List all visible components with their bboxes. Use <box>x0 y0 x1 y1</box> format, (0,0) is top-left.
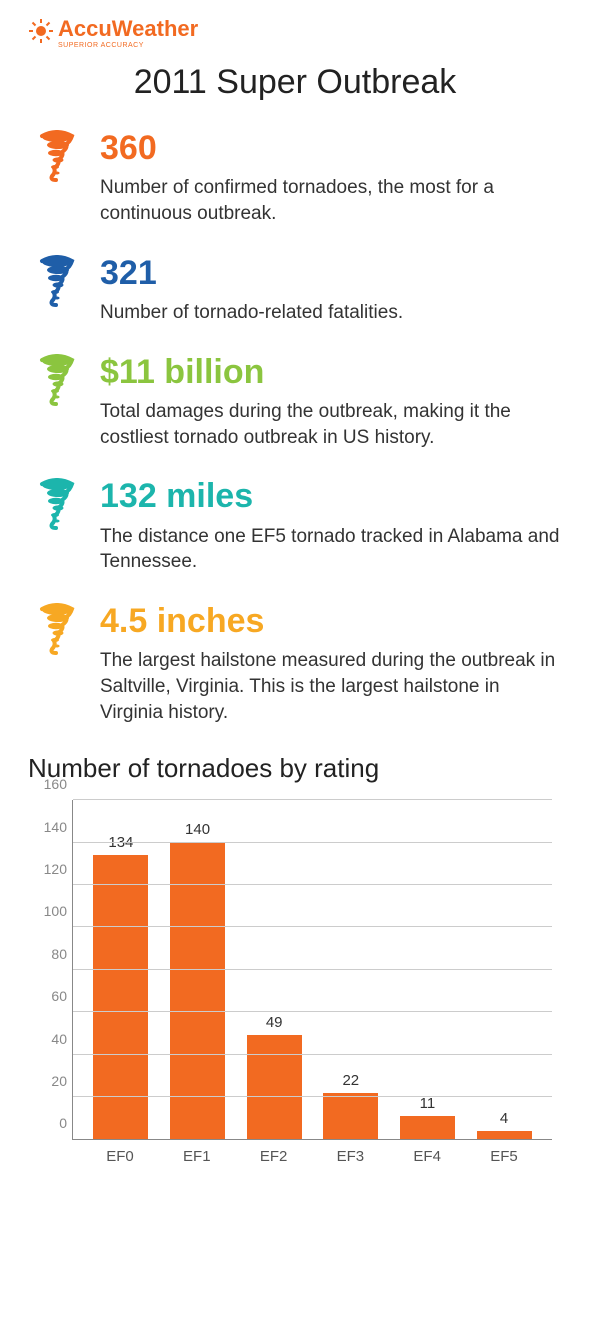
stat-body: 4.5 inches The largest hailstone measure… <box>100 603 562 725</box>
chart-bar: 22 <box>323 1072 378 1140</box>
stat-value: $11 billion <box>100 354 562 391</box>
stat-row: $11 billion Total damages during the out… <box>28 354 562 451</box>
chart-xtick-label: EF4 <box>400 1148 455 1165</box>
stat-value: 360 <box>100 130 562 167</box>
chart-bars: 134 140 49 22 11 4 <box>73 800 552 1139</box>
chart-xtick-label: EF0 <box>92 1148 147 1165</box>
bar-value-label: 11 <box>420 1095 436 1112</box>
sun-icon <box>28 18 54 49</box>
bar-rect <box>400 1116 455 1139</box>
stat-description: Number of tornado-related fatalities. <box>100 300 562 326</box>
page-title: 2011 Super Outbreak <box>28 63 562 102</box>
chart-plot-area: 134 140 49 22 11 4 020406080100120140160 <box>72 800 552 1140</box>
stat-body: $11 billion Total damages during the out… <box>100 354 562 451</box>
bar-value-label: 4 <box>500 1110 508 1127</box>
stat-value: 132 miles <box>100 478 562 515</box>
bar-value-label: 140 <box>185 821 210 838</box>
chart-ytick-label: 120 <box>29 861 67 877</box>
stat-row: 132 miles The distance one EF5 tornado t… <box>28 478 562 575</box>
chart-gridline <box>73 926 552 927</box>
brand-name: AccuWeather <box>58 18 198 40</box>
stat-description: The distance one EF5 tornado tracked in … <box>100 524 562 575</box>
chart-gridline <box>73 1054 552 1055</box>
chart-bar: 11 <box>400 1095 455 1139</box>
chart-xtick-label: EF3 <box>323 1148 378 1165</box>
tornado-icon <box>34 130 80 182</box>
chart-gridline <box>73 842 552 843</box>
stat-row: 321 Number of tornado-related fatalities… <box>28 255 562 326</box>
stat-body: 321 Number of tornado-related fatalities… <box>100 255 562 326</box>
chart-gridline <box>73 1096 552 1097</box>
chart-title: Number of tornadoes by rating <box>28 753 562 784</box>
chart-ytick-label: 40 <box>29 1031 67 1047</box>
bar-rect <box>247 1035 302 1139</box>
brand-header: AccuWeather SUPERIOR ACCURACY <box>28 18 562 49</box>
chart-x-labels: EF0 EF1 EF2 EF3 EF4 EF5 <box>72 1140 552 1165</box>
stats-list: 360 Number of confirmed tornadoes, the m… <box>28 130 562 725</box>
stat-value: 4.5 inches <box>100 603 562 640</box>
stat-body: 132 miles The distance one EF5 tornado t… <box>100 478 562 575</box>
brand-tagline: SUPERIOR ACCURACY <box>58 42 198 49</box>
tornado-icon <box>34 354 80 406</box>
chart-bar: 134 <box>93 834 148 1140</box>
chart-xtick-label: EF5 <box>476 1148 531 1165</box>
chart-gridline <box>73 1011 552 1012</box>
stat-row: 360 Number of confirmed tornadoes, the m… <box>28 130 562 227</box>
stat-description: The largest hailstone measured during th… <box>100 648 562 725</box>
chart-ytick-label: 20 <box>29 1073 67 1089</box>
stat-row: 4.5 inches The largest hailstone measure… <box>28 603 562 725</box>
chart-bar: 49 <box>247 1014 302 1139</box>
chart-ytick-label: 140 <box>29 819 67 835</box>
stat-description: Total damages during the outbreak, makin… <box>100 399 562 450</box>
tornado-icon <box>34 478 80 530</box>
chart-bar: 4 <box>477 1110 532 1140</box>
chart-gridline <box>73 884 552 885</box>
tornado-icon <box>34 603 80 655</box>
tornado-icon <box>34 255 80 307</box>
stat-body: 360 Number of confirmed tornadoes, the m… <box>100 130 562 227</box>
tornado-rating-chart: 134 140 49 22 11 4 020406080100120140160… <box>28 800 562 1180</box>
bar-value-label: 22 <box>342 1072 359 1089</box>
chart-ytick-label: 80 <box>29 946 67 962</box>
stat-value: 321 <box>100 255 562 292</box>
bar-value-label: 49 <box>266 1014 283 1031</box>
brand-text: AccuWeather SUPERIOR ACCURACY <box>58 18 198 49</box>
chart-xtick-label: EF2 <box>246 1148 301 1165</box>
bar-rect <box>170 842 225 1140</box>
chart-bar: 140 <box>170 821 225 1140</box>
chart-gridline <box>73 799 552 800</box>
bar-rect <box>323 1093 378 1140</box>
stat-description: Number of confirmed tornadoes, the most … <box>100 175 562 226</box>
bar-rect <box>477 1131 532 1140</box>
chart-xtick-label: EF1 <box>169 1148 224 1165</box>
chart-ytick-label: 160 <box>29 776 67 792</box>
chart-ytick-label: 100 <box>29 903 67 919</box>
chart-ytick-label: 60 <box>29 988 67 1004</box>
chart-ytick-label: 0 <box>29 1115 67 1131</box>
chart-gridline <box>73 969 552 970</box>
